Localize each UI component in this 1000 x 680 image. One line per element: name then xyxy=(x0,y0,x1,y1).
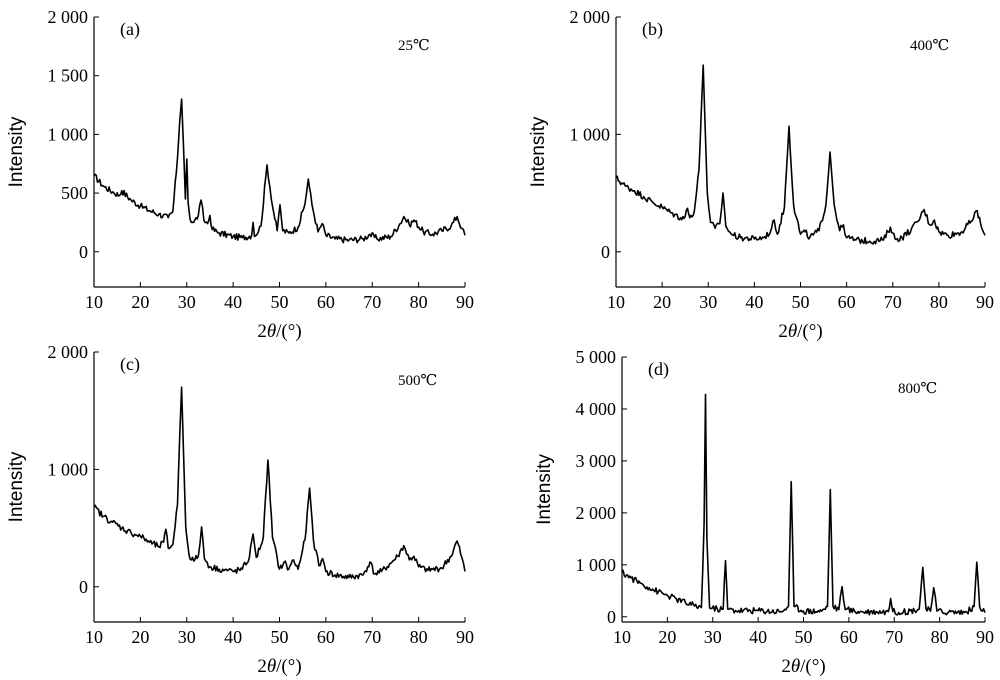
x-tick-label: 70 xyxy=(363,627,381,647)
panel-a: 10 20 30 40 50 60 70 80 90 0 500 1 000 1 500 2 000 Int… xyxy=(6,7,474,342)
x-tick-label: 80 xyxy=(930,292,948,312)
x-tick-label: 20 xyxy=(131,292,149,312)
panel-c: 10 20 30 40 50 60 70 80 90 0 1 000 2 000 Intensity 2θ… xyxy=(6,342,474,677)
x-tick-label: 90 xyxy=(456,292,474,312)
y-axis-label: Intensity xyxy=(534,454,555,525)
x-tick-label: 10 xyxy=(607,292,625,312)
x-label-suffix: /(°) xyxy=(276,321,302,342)
y-tick-label: 0 xyxy=(607,607,616,627)
x-axis-label: 2θ/(°) xyxy=(257,656,301,677)
y-tick-label: 0 xyxy=(79,242,88,262)
x-label-prefix: 2 xyxy=(257,321,267,342)
y-tick-label: 1 500 xyxy=(48,66,89,86)
x-label-theta: θ xyxy=(788,321,797,342)
y-tick-label: 1 000 xyxy=(48,459,89,479)
x-tick-label: 40 xyxy=(224,292,242,312)
x-tick-label: 20 xyxy=(658,627,676,647)
x-tick-label: 10 xyxy=(85,627,103,647)
x-tick-label: 20 xyxy=(131,627,149,647)
x-axis-label: 2θ/(°) xyxy=(781,656,825,677)
xrd-series-line xyxy=(93,386,466,580)
panel-b: 10 20 30 40 50 60 70 80 90 0 1 000 2 000 Intensity 2θ… xyxy=(528,7,994,342)
x-tick-label: 70 xyxy=(363,292,381,312)
y-tick-label: 0 xyxy=(79,577,88,597)
x-label-prefix: 2 xyxy=(781,656,791,677)
panel-label: (a) xyxy=(120,19,140,40)
x-tick-label: 50 xyxy=(792,292,810,312)
y-tick-label: 3 000 xyxy=(576,451,617,471)
x-tick-label: 50 xyxy=(271,292,289,312)
panel-label: (b) xyxy=(642,19,663,40)
x-tick-label: 10 xyxy=(613,627,631,647)
panel-label: (d) xyxy=(648,359,669,380)
x-axis-label: 2θ/(°) xyxy=(778,321,822,342)
x-label-prefix: 2 xyxy=(778,321,788,342)
y-axis-label: Intensity xyxy=(6,116,27,187)
y-tick-label: 4 000 xyxy=(576,399,617,419)
temperature-annotation: 500℃ xyxy=(398,373,437,389)
y-tick-label: 1 000 xyxy=(48,124,89,144)
x-tick-label: 10 xyxy=(85,292,103,312)
x-label-suffix: /(°) xyxy=(276,656,302,677)
x-tick-label: 60 xyxy=(838,292,856,312)
x-tick-label: 60 xyxy=(317,292,335,312)
temperature-annotation: 800℃ xyxy=(898,381,937,397)
y-tick-label: 500 xyxy=(61,183,88,203)
panel-label: (c) xyxy=(120,354,140,375)
y-tick-label: 1 000 xyxy=(576,555,617,575)
x-tick-label: 50 xyxy=(795,627,813,647)
x-tick-label: 70 xyxy=(885,627,903,647)
x-tick-label: 40 xyxy=(745,292,763,312)
x-tick-label: 90 xyxy=(976,627,994,647)
y-tick-label: 1 000 xyxy=(570,124,611,144)
x-label-suffix: /(°) xyxy=(800,656,826,677)
x-label-prefix: 2 xyxy=(257,656,267,677)
x-tick-label: 80 xyxy=(410,292,428,312)
x-tick-label: 50 xyxy=(271,627,289,647)
temperature-annotation: 25℃ xyxy=(398,38,430,54)
x-tick-label: 40 xyxy=(749,627,767,647)
x-label-suffix: /(°) xyxy=(797,321,823,342)
x-tick-label: 60 xyxy=(317,627,335,647)
y-tick-label: 2 000 xyxy=(570,7,611,27)
xrd-series-line xyxy=(621,393,986,616)
x-tick-label: 30 xyxy=(178,627,196,647)
y-tick-label: 0 xyxy=(601,242,610,262)
x-label-theta: θ xyxy=(267,656,276,677)
y-axis-label: Intensity xyxy=(528,116,549,187)
y-tick-label: 2 000 xyxy=(576,503,617,523)
x-tick-label: 80 xyxy=(410,627,428,647)
x-tick-label: 30 xyxy=(699,292,717,312)
y-tick-label: 2 000 xyxy=(48,7,89,27)
x-tick-label: 70 xyxy=(884,292,902,312)
temperature-annotation: 400℃ xyxy=(910,38,949,54)
x-axis-label: 2θ/(°) xyxy=(257,321,301,342)
y-tick-label: 5 000 xyxy=(576,347,617,367)
y-tick-label: 2 000 xyxy=(48,342,89,362)
x-tick-label: 90 xyxy=(456,627,474,647)
panel-d: 10 20 30 40 50 60 70 80 90 0 1 000 2 000 3 000 4 000 5… xyxy=(534,347,994,677)
x-tick-label: 30 xyxy=(704,627,722,647)
x-tick-label: 80 xyxy=(931,627,949,647)
x-tick-label: 60 xyxy=(840,627,858,647)
xrd-series-line xyxy=(615,64,986,245)
x-tick-label: 40 xyxy=(224,627,242,647)
x-tick-label: 30 xyxy=(178,292,196,312)
x-label-theta: θ xyxy=(267,321,276,342)
x-label-theta: θ xyxy=(791,656,800,677)
x-tick-label: 20 xyxy=(653,292,671,312)
xrd-series-line xyxy=(93,98,466,244)
x-tick-label: 90 xyxy=(976,292,994,312)
y-axis-label: Intensity xyxy=(6,451,27,522)
